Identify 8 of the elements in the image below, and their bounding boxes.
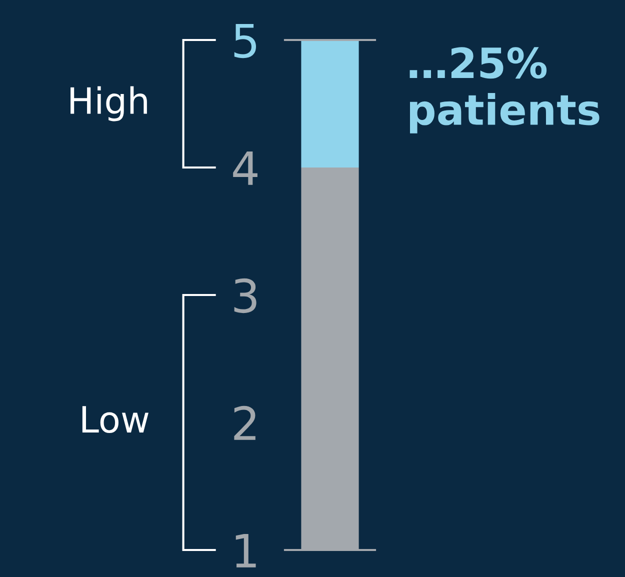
y-tick-label: 2 — [234, 406, 256, 440]
text: High — [70, 86, 147, 122]
text: …25% patients — [410, 47, 600, 134]
y-tick-label: 4 — [233, 152, 258, 185]
y-tick-label: 3 — [234, 278, 256, 314]
y-tick-label: 5 — [234, 24, 256, 58]
text: Low — [82, 406, 148, 433]
y-tick-label: 1 — [236, 534, 256, 568]
